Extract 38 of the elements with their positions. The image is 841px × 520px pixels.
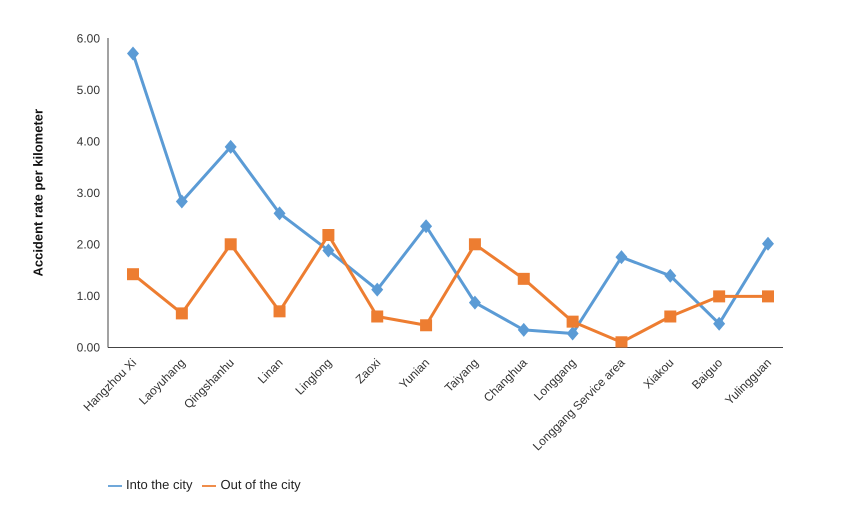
- point: [371, 282, 384, 297]
- point: [615, 336, 628, 348]
- point: [664, 268, 676, 283]
- point: [518, 322, 530, 337]
- point: [762, 290, 774, 302]
- point: [224, 238, 237, 250]
- point: [713, 290, 726, 302]
- legend-label: Out of the city: [220, 477, 301, 492]
- point: [566, 316, 579, 328]
- point: [371, 310, 384, 322]
- y-tick-label: 2.00: [76, 238, 100, 252]
- legend-label: Into the city: [126, 477, 192, 492]
- point: [322, 243, 334, 258]
- point: [224, 140, 237, 154]
- point: [176, 307, 188, 320]
- point: [713, 316, 726, 331]
- point: [664, 310, 676, 322]
- point: [274, 305, 286, 318]
- point: [274, 206, 286, 220]
- point: [420, 319, 432, 332]
- point: [615, 250, 628, 264]
- point: [566, 326, 579, 341]
- point: [420, 219, 432, 234]
- point: [127, 268, 139, 280]
- point: [518, 272, 530, 285]
- point: [762, 236, 774, 251]
- point: [322, 229, 334, 242]
- y-tick-label: 3.00: [76, 186, 100, 200]
- y-tick-label: 6.00: [76, 31, 100, 46]
- point: [176, 194, 188, 208]
- point: [468, 238, 481, 250]
- y-axis-title: Accident rate per kilometer: [30, 108, 46, 277]
- y-tick-label: 1.00: [76, 289, 100, 304]
- y-tick-label: 5.00: [76, 82, 100, 97]
- point: [468, 296, 481, 310]
- y-tick-label: 0.00: [76, 340, 100, 355]
- point: [127, 46, 139, 60]
- y-tick-label: 4.00: [76, 134, 100, 148]
